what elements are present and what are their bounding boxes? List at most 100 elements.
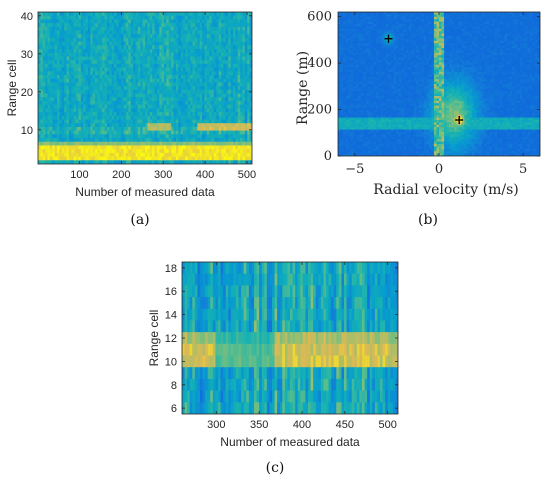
heat-cell	[114, 78, 118, 84]
heat-cell	[130, 82, 134, 87]
heat-cell	[161, 115, 165, 121]
heat-cell	[137, 112, 141, 117]
heat-cell	[125, 37, 129, 43]
heat-cell	[61, 130, 65, 135]
heat-cell	[64, 15, 68, 21]
heat-cell	[166, 60, 170, 65]
heat-cell	[340, 16, 344, 20]
heat-cell	[183, 141, 187, 147]
heat-cell	[71, 71, 75, 76]
heat-cell	[121, 60, 125, 65]
heat-cell	[202, 134, 206, 139]
heat-cell	[183, 149, 187, 154]
heat-cell	[142, 93, 146, 98]
heat-cell	[52, 15, 56, 21]
heat-cell	[235, 34, 239, 39]
heat-cell	[95, 12, 99, 17]
heat-cell	[211, 78, 215, 84]
heat-cell	[363, 12, 367, 15]
heat-cell	[140, 49, 144, 54]
heat-cell	[192, 145, 196, 150]
heat-cell	[230, 78, 234, 84]
heat-cell	[102, 63, 106, 69]
heat-cell	[426, 31, 430, 35]
heat-cell	[92, 156, 96, 161]
heat-cell	[240, 78, 244, 84]
heat-cell	[168, 63, 172, 69]
heat-cell	[192, 75, 196, 80]
heat-cell	[197, 123, 201, 128]
heat-cell	[444, 33, 448, 37]
heat-cell	[237, 34, 241, 39]
heat-cell	[469, 28, 473, 32]
heat-cell	[78, 130, 82, 135]
heat-cell	[114, 63, 118, 69]
heat-cell	[102, 89, 106, 95]
heat-cell	[142, 78, 146, 84]
heat-cell	[178, 60, 182, 65]
heat-cell	[104, 93, 108, 98]
heat-cell	[57, 104, 60, 109]
heat-cell	[240, 19, 244, 24]
heat-cell	[59, 15, 63, 21]
heat-cell	[135, 60, 139, 65]
heat-cell	[464, 33, 468, 37]
heat-cell	[161, 156, 165, 161]
heat-cell	[206, 12, 210, 17]
heat-cell	[489, 36, 493, 39]
heat-cell	[396, 14, 400, 18]
heat-cell	[57, 97, 60, 102]
heat-cell	[147, 134, 151, 139]
heat-cell	[137, 12, 141, 17]
heat-cell	[61, 12, 65, 17]
heat-cell	[52, 123, 56, 128]
heat-cell	[38, 52, 41, 58]
heat-cell	[385, 43, 390, 47]
heat-cell	[507, 31, 511, 35]
heat-cell	[230, 97, 234, 102]
heat-cell	[221, 160, 225, 164]
heat-cell	[216, 37, 220, 43]
heat-cell	[68, 63, 72, 69]
heat-cell	[492, 28, 496, 32]
heat-cell	[218, 52, 222, 58]
heat-cell	[99, 115, 103, 121]
heat-cell	[130, 60, 134, 65]
heat-cell	[378, 36, 382, 39]
heat-cell	[114, 52, 118, 58]
heat-cell	[433, 21, 438, 25]
heat-cell	[97, 12, 101, 17]
heat-cell	[232, 152, 236, 158]
heat-cell	[383, 33, 387, 37]
heat-cell	[114, 26, 118, 32]
heat-cell	[109, 93, 113, 98]
heat-cell	[223, 63, 227, 69]
heat-cell	[78, 112, 82, 117]
heat-cell	[73, 93, 77, 98]
heat-cell	[519, 31, 523, 35]
heat-cell	[247, 145, 251, 150]
heat-cell	[68, 130, 72, 135]
heat-cell	[104, 75, 108, 80]
heat-cell	[232, 108, 236, 113]
heat-cell	[383, 12, 387, 15]
heat-cell	[61, 152, 65, 158]
heat-cell	[156, 23, 160, 28]
heat-cell	[202, 160, 206, 164]
heat-cell	[171, 130, 175, 135]
heat-cell	[54, 19, 58, 24]
heat-cell	[187, 75, 191, 80]
heat-cell	[166, 15, 170, 21]
heat-cell	[140, 37, 144, 43]
heat-cell	[114, 126, 118, 132]
heat-cell	[102, 160, 106, 164]
heat-cell	[451, 26, 455, 30]
heat-cell	[204, 52, 208, 58]
heat-cell	[529, 28, 534, 32]
heat-cell	[225, 78, 229, 84]
heat-cell	[121, 126, 125, 132]
heat-cell	[398, 45, 402, 49]
heat-cell	[185, 49, 189, 54]
heat-cell	[522, 12, 526, 15]
heat-cell	[194, 41, 198, 46]
